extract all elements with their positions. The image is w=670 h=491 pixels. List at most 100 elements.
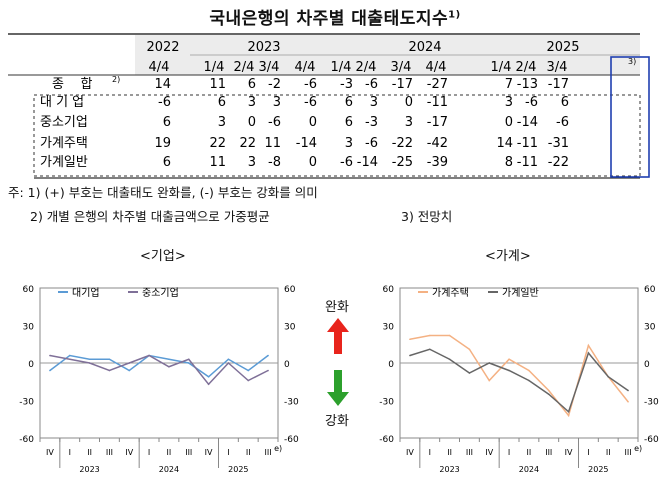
table-quarter-header: 1/4 bbox=[204, 60, 225, 75]
table-cell: -6 bbox=[340, 155, 353, 170]
table-cell: 6 bbox=[561, 95, 569, 110]
series-line bbox=[409, 334, 629, 418]
data-point bbox=[247, 369, 250, 372]
data-point bbox=[68, 358, 71, 361]
table-cell: -17 bbox=[427, 115, 448, 130]
data-point bbox=[267, 354, 269, 357]
table-cell: 11 bbox=[209, 155, 226, 170]
note-2: 2) 개별 은행의 차주별 대출금액으로 가중평균 bbox=[30, 209, 270, 224]
x-tick-label: II bbox=[246, 448, 251, 457]
data-point bbox=[409, 354, 411, 357]
table-row-label: 대 기 업 bbox=[40, 95, 84, 110]
x-tick-label: IV bbox=[485, 448, 493, 457]
table-cell: -42 bbox=[427, 136, 448, 151]
x-tick-label: IV bbox=[565, 448, 573, 457]
table-cell: 3 bbox=[248, 155, 256, 170]
table-row-label: 중소기업 bbox=[40, 115, 88, 130]
table-cell: -6 bbox=[365, 77, 378, 92]
legend-label: 대기업 bbox=[72, 286, 100, 299]
data-point bbox=[68, 354, 71, 357]
table-quarter-header: 2/4 bbox=[234, 60, 255, 75]
data-point bbox=[468, 348, 471, 351]
tighten-label: 강화 bbox=[325, 414, 349, 429]
table-cell: -22 bbox=[392, 136, 413, 151]
ease-up-arrow-icon bbox=[327, 318, 349, 354]
x-tick-label: IV bbox=[125, 448, 133, 457]
y-tick-label-left: 60 bbox=[23, 285, 35, 295]
data-point bbox=[207, 375, 210, 378]
data-point bbox=[428, 334, 431, 337]
data-point bbox=[547, 389, 550, 392]
title-text: 국내은행의 차주별 대출태도지수 bbox=[209, 9, 449, 29]
corporate-chart-title: <기업> bbox=[140, 249, 186, 264]
ease-label: 완화 bbox=[325, 300, 349, 315]
data-point bbox=[627, 400, 629, 403]
table-cell: -11 bbox=[427, 95, 448, 110]
table-cell: -2 bbox=[268, 77, 281, 92]
table-quarter-header: 2/4 bbox=[516, 60, 537, 75]
x-tick-label: I bbox=[429, 448, 431, 457]
data-point bbox=[607, 375, 610, 378]
table-cell: -13 bbox=[517, 77, 538, 92]
table-cell: 3 bbox=[345, 136, 353, 151]
data-point bbox=[108, 369, 111, 372]
y-tick-label-right: -60 bbox=[284, 435, 299, 445]
x-tick-label: II bbox=[447, 448, 452, 457]
series-line bbox=[49, 354, 269, 378]
table-cell: -8 bbox=[268, 155, 281, 170]
legend-label: 중소기업 bbox=[142, 286, 179, 299]
table-cell: -6 bbox=[268, 115, 281, 130]
x-tick-label: II bbox=[527, 448, 532, 457]
loan-attitude-table: 2022 2023 2024 2025 4/4 1/4 2/4 3/4 4/4 1/4 2/4 3/4… bbox=[8, 33, 650, 179]
table-quarter-header: 4/4 bbox=[149, 60, 170, 75]
data-point bbox=[508, 369, 510, 372]
table-cell: -31 bbox=[548, 136, 569, 151]
table-cell: 3 bbox=[505, 95, 513, 110]
y-tick-label-left: -60 bbox=[19, 435, 34, 445]
table-cell: -14 bbox=[517, 115, 538, 130]
table-cell: -6 bbox=[525, 95, 538, 110]
series-line bbox=[49, 354, 269, 386]
table-cell: -6 bbox=[158, 95, 171, 110]
table-quarter-header: 3/4 bbox=[391, 60, 412, 75]
x-tick-label: IV bbox=[46, 448, 54, 457]
data-point bbox=[627, 389, 629, 392]
y-tick-label-left: -30 bbox=[379, 398, 394, 408]
table-row-label: 종 합 bbox=[52, 77, 92, 92]
table-cell: -6 bbox=[365, 136, 378, 151]
y-tick-label-left: 60 bbox=[383, 285, 395, 295]
x-tick-label: III bbox=[185, 448, 192, 457]
data-point bbox=[108, 358, 111, 361]
table-row-label: 가계주택 bbox=[40, 136, 88, 151]
data-point bbox=[128, 369, 131, 372]
table-cell: 14 bbox=[496, 136, 513, 151]
data-point bbox=[128, 362, 131, 364]
data-point bbox=[587, 344, 590, 347]
y-tick-label-left: 0 bbox=[388, 360, 394, 370]
forecast-highlight-box bbox=[610, 56, 650, 178]
note-3: 3) 전망치 bbox=[401, 209, 453, 224]
table-cell: -6 bbox=[304, 77, 317, 92]
data-point bbox=[409, 338, 411, 341]
y-tick-label-right: 0 bbox=[644, 360, 650, 370]
y-tick-label-left: -30 bbox=[19, 398, 34, 408]
forecast-footnote-marker: 3) bbox=[628, 57, 636, 66]
table-cell: 6 bbox=[218, 95, 226, 110]
x-tick-label: III bbox=[265, 448, 272, 457]
table-quarter-header: 3/4 bbox=[547, 60, 568, 75]
data-point bbox=[168, 358, 170, 361]
data-point bbox=[227, 362, 230, 364]
table-cell: -14 bbox=[296, 136, 317, 151]
table-cell: -39 bbox=[427, 155, 448, 170]
table-cell: -6 bbox=[304, 95, 317, 110]
x-year-label: 2024 bbox=[159, 465, 179, 474]
table-cell: 6 bbox=[248, 77, 256, 92]
forecast-tick-note: e) bbox=[634, 444, 642, 453]
x-year-label: 2025 bbox=[228, 465, 248, 474]
table-quarter-header: 4/4 bbox=[426, 60, 447, 75]
table-year-header: 2025 bbox=[546, 40, 579, 55]
x-tick-label: III bbox=[106, 448, 113, 457]
data-point bbox=[567, 414, 570, 417]
data-point bbox=[488, 362, 491, 364]
